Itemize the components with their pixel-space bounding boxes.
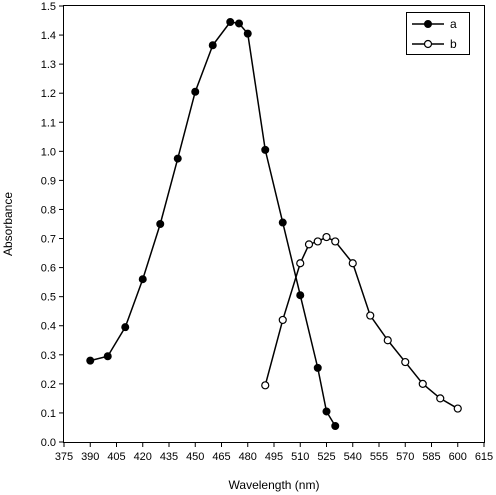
data-point-a	[138, 275, 147, 284]
y-tick-label: 0.3	[41, 350, 56, 362]
series-line-b	[264, 236, 459, 410]
data-point-a	[121, 323, 130, 332]
data-point-b	[322, 232, 331, 242]
data-point-b	[401, 357, 410, 367]
y-tick-label: 0.1	[41, 408, 56, 420]
x-tick-label: 495	[265, 451, 283, 463]
y-tick-label: 1.0	[41, 146, 56, 158]
data-point-b	[436, 394, 445, 403]
x-tick-label: 510	[291, 451, 309, 463]
data-point-a	[226, 17, 235, 26]
data-point-b	[331, 237, 340, 246]
data-point-b	[383, 336, 392, 345]
legend: a b	[406, 12, 470, 55]
y-tick-label: 0.9	[41, 175, 56, 187]
y-tick-label: 0.6	[41, 263, 56, 275]
y-tick-label: 0.4	[41, 321, 56, 333]
y-axis: 0.0 0.1 0.2 0.3 0.4 0.5 0.6 0.7 0.8 0.9 1.0 1.1 1.2 1…	[41, 1, 64, 449]
data-point-a	[156, 220, 165, 228]
data-point-a	[243, 29, 252, 38]
plot-frame	[63, 5, 485, 443]
x-tick-label: 435	[160, 451, 178, 463]
data-point-a	[278, 218, 287, 227]
data-point-b	[313, 237, 322, 246]
y-tick-label: 0.7	[41, 234, 56, 246]
data-point-a	[86, 356, 95, 365]
x-tick-label: 540	[344, 451, 362, 463]
x-tick-label: 570	[396, 451, 414, 463]
y-tick-label: 1.1	[41, 117, 56, 129]
data-point-b	[453, 404, 462, 413]
y-tick-label: 1.2	[41, 88, 56, 100]
x-tick-label: 555	[370, 451, 388, 463]
y-axis-title: Absorbance	[1, 192, 15, 256]
x-tick-label: 480	[239, 451, 257, 463]
data-point-a	[322, 407, 331, 416]
data-point-a	[296, 291, 305, 300]
y-tick-label: 0.2	[41, 379, 56, 391]
legend-label-a: a	[450, 17, 457, 31]
data-point-a	[235, 19, 243, 28]
x-tick-label: 405	[107, 451, 125, 463]
data-point-b	[296, 259, 305, 268]
x-tick-label: 525	[317, 451, 335, 463]
series-line-a	[90, 21, 336, 427]
data-point-a	[331, 422, 340, 431]
data-point-b	[304, 240, 314, 249]
x-tick-label: 390	[81, 451, 99, 463]
series-layer	[86, 17, 462, 431]
data-point-a	[103, 352, 112, 361]
x-tick-label: 450	[186, 451, 204, 463]
data-point-a	[191, 87, 200, 96]
y-tick-label: 0.8	[41, 204, 56, 216]
x-axis-title: Wavelength (nm)	[229, 478, 320, 492]
data-point-b	[278, 315, 287, 325]
x-tick-label: 375	[55, 451, 73, 463]
data-point-a	[173, 154, 182, 163]
x-tick-label: 465	[212, 451, 230, 463]
x-tick-label: 615	[475, 451, 493, 463]
data-point-a	[208, 41, 217, 50]
y-tick-label: 1.4	[41, 30, 56, 42]
data-point-b	[418, 379, 427, 388]
legend-marker-a	[424, 20, 432, 28]
y-tick-label: 1.5	[41, 1, 56, 13]
legend-box	[406, 12, 470, 55]
legend-marker-b	[423, 39, 433, 49]
data-point-a	[261, 145, 270, 154]
data-point-b	[261, 381, 270, 390]
legend-label-b: b	[450, 37, 457, 51]
data-point-a	[313, 363, 322, 372]
x-tick-label: 420	[134, 451, 152, 463]
x-tick-label: 585	[422, 451, 440, 463]
x-axis: 375 390 405 420 435 450 465 480 495 510 525 540 555 5…	[55, 442, 493, 463]
y-tick-label: 0.0	[41, 437, 56, 449]
y-tick-label: 1.3	[41, 59, 56, 71]
x-tick-label: 600	[449, 451, 467, 463]
data-point-b	[366, 311, 375, 320]
data-point-b	[348, 259, 357, 268]
y-tick-label: 0.5	[41, 292, 56, 304]
